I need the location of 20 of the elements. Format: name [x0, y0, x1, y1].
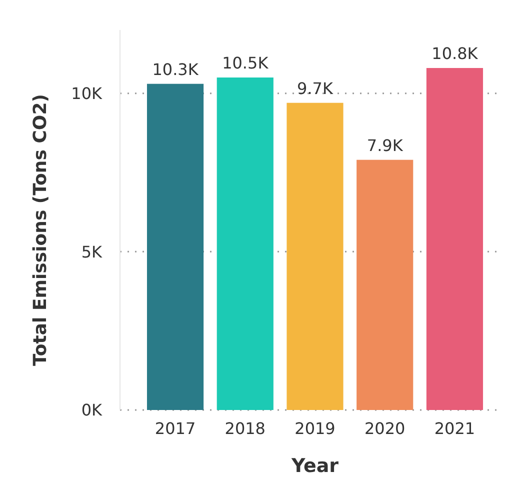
y-tick-label: 5K — [81, 242, 103, 262]
bar — [426, 68, 484, 410]
x-tick-label: 2018 — [224, 419, 266, 438]
data-label: 10.8K — [432, 44, 478, 63]
bar — [356, 160, 414, 410]
y-tick-label: 0K — [81, 400, 103, 420]
data-label: 10.5K — [222, 54, 269, 72]
x-tick-label: 2020 — [364, 419, 406, 438]
bar — [286, 102, 344, 410]
bar — [146, 84, 204, 410]
x-tick-label: 2021 — [434, 419, 476, 438]
x-axis-title: Year — [290, 455, 340, 477]
x-tick-label: 2017 — [154, 419, 196, 438]
x-tick-label: 2019 — [294, 419, 336, 438]
data-label: 10.3K — [152, 60, 199, 79]
y-axis-title: Total Emissions (Tons CO2) — [30, 94, 51, 366]
data-label: 7.9K — [366, 136, 404, 155]
y-tick-label: 10K — [71, 84, 102, 103]
data-label: 9.7K — [297, 78, 334, 98]
bar — [216, 78, 274, 410]
